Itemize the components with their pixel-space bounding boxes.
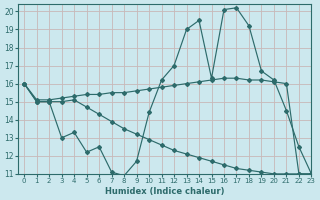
X-axis label: Humidex (Indice chaleur): Humidex (Indice chaleur) <box>105 187 224 196</box>
